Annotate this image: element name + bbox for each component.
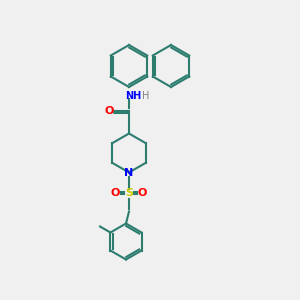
Text: O: O [105,106,114,116]
Text: N: N [124,167,134,178]
Text: H: H [142,91,149,101]
Text: NH: NH [125,91,142,101]
Text: O: O [138,188,147,199]
Text: O: O [111,188,120,199]
Text: S: S [125,188,133,199]
